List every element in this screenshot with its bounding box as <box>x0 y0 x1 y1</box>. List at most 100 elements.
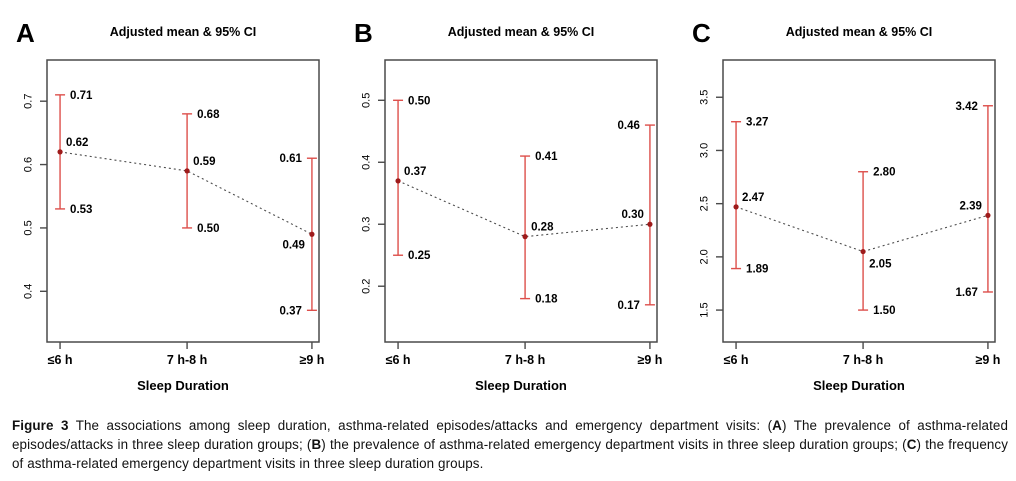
mean-label: 0.59 <box>193 156 215 168</box>
ci-high-label: 0.41 <box>535 151 558 163</box>
x-axis: ≤6 h 7 h-8 h ≥9 h Sleep Duration <box>386 342 662 393</box>
caption-bold-segment: B <box>311 437 322 452</box>
caption-bold-segment: Figure 3 <box>12 418 69 433</box>
error-bar-≤6 h: 0.50 0.25 0.37 <box>393 95 431 262</box>
panel-title: Adjusted mean & 95% CI <box>448 25 595 39</box>
panel-title: Adjusted mean & 95% CI <box>786 25 933 39</box>
panel-letter: A <box>16 18 35 48</box>
y-tick-label: 0.5 <box>361 93 373 108</box>
panel-letter: C <box>692 18 711 48</box>
x-tick-label: ≥9 h <box>299 353 324 367</box>
x-tick-label: ≥9 h <box>975 353 1000 367</box>
mean-point <box>57 149 63 155</box>
panel-letter: B <box>354 18 373 48</box>
error-bar-≥9 h: 0.61 0.37 0.49 <box>280 153 317 317</box>
ci-high-label: 0.50 <box>408 95 430 107</box>
plot-box <box>384 59 658 343</box>
ci-high-label: 0.61 <box>280 153 303 165</box>
mean-point <box>184 168 190 174</box>
x-tick-label: 7 h-8 h <box>843 353 883 367</box>
caption-text-segment: ) the prevalence of asthma-related emerg… <box>321 437 907 452</box>
y-tick-label: 0.4 <box>361 155 373 170</box>
x-axis-title: Sleep Duration <box>813 378 905 393</box>
panel-B-plot: B Adjusted mean & 95% CI 0.2 0.3 0.4 0.5 ≤6 h 7… <box>354 18 662 393</box>
x-tick-label: 7 h-8 h <box>167 353 207 367</box>
mean-label: 0.37 <box>404 166 426 178</box>
ci-high-label: 0.46 <box>618 120 640 132</box>
y-tick-label: 0.5 <box>23 220 35 235</box>
plot-box <box>722 59 996 343</box>
y-tick-label: 3.0 <box>699 143 711 158</box>
chart-panel-C: C Adjusted mean & 95% CI 1.5 2.0 2.5 3.0 3.5 ≤6… <box>676 0 1014 414</box>
x-tick-label: 7 h-8 h <box>505 353 545 367</box>
chart-panel-B: B Adjusted mean & 95% CI 0.2 0.3 0.4 0.5 ≤6 h 7… <box>338 0 676 414</box>
y-tick-label: 0.3 <box>361 217 373 232</box>
ci-low-label: 1.50 <box>873 305 895 317</box>
trend-line <box>735 206 989 253</box>
y-tick-label: 1.5 <box>699 302 711 317</box>
y-axis: 0.2 0.3 0.4 0.5 <box>361 93 385 294</box>
error-bar-7 h-8 h: 0.68 0.50 0.59 <box>182 109 220 235</box>
x-tick-label: ≤6 h <box>48 353 73 367</box>
error-bar-≤6 h: 3.27 1.89 2.47 <box>731 117 768 276</box>
x-tick-label: ≥9 h <box>637 353 662 367</box>
figure-panels: A Adjusted mean & 95% CI 0.4 0.5 0.6 0.7 ≤6 h 7… <box>0 0 1014 414</box>
x-axis-title: Sleep Duration <box>475 378 567 393</box>
y-tick-label: 3.5 <box>699 90 711 105</box>
trend-line <box>397 180 650 238</box>
error-bar-≤6 h: 0.71 0.53 0.62 <box>55 90 93 216</box>
ci-high-label: 0.68 <box>197 109 220 121</box>
mean-point <box>395 178 401 184</box>
mean-point <box>985 212 991 218</box>
caption-text-segment: ) The prevalence of asthma-related episo… <box>12 418 1008 452</box>
error-bar-≥9 h: 3.42 1.67 2.39 <box>956 101 993 299</box>
mean-label: 0.49 <box>283 239 305 251</box>
ci-low-label: 0.37 <box>280 305 302 317</box>
mean-label: 2.47 <box>742 192 764 204</box>
mean-label: 0.30 <box>622 209 644 221</box>
y-tick-label: 0.7 <box>23 94 35 109</box>
mean-point <box>860 248 866 255</box>
ci-low-label: 0.25 <box>408 250 431 262</box>
y-tick-label: 0.4 <box>23 284 35 299</box>
ci-low-label: 0.17 <box>618 300 640 312</box>
panel-title: Adjusted mean & 95% CI <box>110 25 257 39</box>
caption-text-segment: ) the frequency of asthma-related emerge… <box>12 437 1009 471</box>
x-axis-title: Sleep Duration <box>137 378 229 393</box>
y-axis: 0.4 0.5 0.6 0.7 <box>23 94 47 299</box>
caption-text-segment: The associations among sleep duration, a… <box>68 418 773 433</box>
error-bar-7 h-8 h: 0.41 0.18 0.28 <box>520 151 558 306</box>
mean-point <box>733 204 739 210</box>
x-axis: ≤6 h 7 h-8 h ≥9 h Sleep Duration <box>724 342 1000 393</box>
y-axis: 1.5 2.0 2.5 3.0 3.5 <box>699 90 723 318</box>
ci-high-label: 3.27 <box>746 117 768 129</box>
trend-line <box>59 151 313 235</box>
ci-low-label: 0.18 <box>535 294 558 306</box>
caption-bold-segment: A <box>772 418 782 433</box>
x-tick-label: ≤6 h <box>724 353 749 367</box>
mean-label: 0.62 <box>66 137 88 149</box>
x-tick-label: ≤6 h <box>386 353 411 367</box>
mean-point <box>522 234 528 240</box>
chart-panel-A: A Adjusted mean & 95% CI 0.4 0.5 0.6 0.7 ≤6 h 7… <box>0 0 338 414</box>
x-axis: ≤6 h 7 h-8 h ≥9 h Sleep Duration <box>48 342 324 393</box>
mean-point <box>647 221 653 227</box>
y-tick-label: 0.6 <box>23 157 35 172</box>
plot-box <box>46 59 320 343</box>
panel-C-plot: C Adjusted mean & 95% CI 1.5 2.0 2.5 3.0 3.5 ≤6… <box>692 18 1000 393</box>
y-tick-label: 0.2 <box>361 279 373 294</box>
error-bar-≥9 h: 0.46 0.17 0.30 <box>618 120 655 312</box>
y-tick-label: 2.0 <box>699 249 711 264</box>
caption-bold-segment: C <box>906 437 917 452</box>
error-bar-7 h-8 h: 2.80 1.50 2.05 <box>858 167 895 317</box>
ci-low-label: 1.89 <box>746 264 768 276</box>
ci-high-label: 0.71 <box>70 90 93 102</box>
ci-high-label: 2.80 <box>873 167 895 179</box>
figure-caption: Figure 3 The associations among sleep du… <box>0 414 1016 473</box>
mean-label: 2.39 <box>960 200 982 212</box>
ci-low-label: 1.67 <box>956 287 978 299</box>
ci-high-label: 3.42 <box>956 101 978 113</box>
mean-point <box>309 231 315 237</box>
mean-label: 0.28 <box>531 222 554 234</box>
